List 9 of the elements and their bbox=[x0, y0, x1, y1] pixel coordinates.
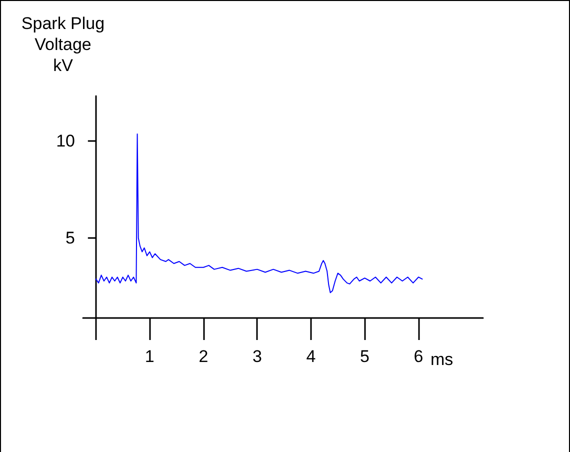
x-axis-title: ms bbox=[430, 350, 454, 369]
y-axis-title: Spark Plug Voltage kV bbox=[21, 14, 105, 75]
x-tick-label: 1 bbox=[144, 347, 154, 366]
y-tick-label: 10 bbox=[56, 131, 75, 150]
x-tick-label: 4 bbox=[306, 347, 316, 366]
x-tick-label: 2 bbox=[198, 347, 208, 366]
x-tick-label: 3 bbox=[252, 347, 262, 366]
x-tick-label: 6 bbox=[414, 347, 424, 366]
x-tick-label: 5 bbox=[360, 347, 370, 366]
